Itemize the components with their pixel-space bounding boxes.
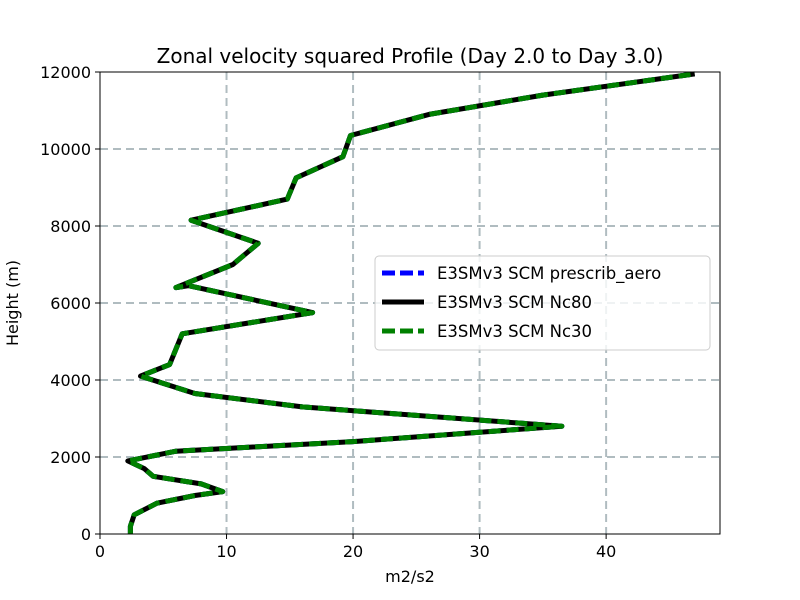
legend: E3SMv3 SCM prescrib_aero E3SMv3 SCM Nc80 E…: [374, 255, 711, 351]
y-tick-label: 12000: [40, 63, 91, 82]
legend-box: [374, 255, 711, 351]
x-tick-label: 0: [95, 542, 105, 561]
series-line-2: [125, 71, 696, 534]
legend-label-0: E3SMv3 SCM prescrib_aero: [437, 264, 661, 284]
legend-label-1: E3SMv3 SCM Nc80: [437, 293, 592, 312]
y-tick-label: 0: [81, 525, 91, 544]
y-tick-label: 6000: [50, 294, 91, 313]
x-tick-label: 40: [596, 542, 616, 561]
series-layer: [125, 71, 696, 534]
x-axis-title: m2/s2: [385, 567, 435, 586]
y-tick-label: 10000: [40, 140, 91, 159]
y-axis-title: Height (m): [3, 260, 22, 346]
x-tick-label: 30: [469, 542, 489, 561]
y-tick-label: 4000: [50, 371, 91, 390]
x-axis: 0 10 20 30 40: [95, 534, 616, 561]
x-tick-label: 10: [216, 542, 236, 561]
grid: [100, 72, 720, 534]
y-tick-label: 2000: [50, 448, 91, 467]
y-axis: 0 2000 4000 6000 8000 10000 12000: [40, 63, 100, 544]
chart-title: Zonal velocity squared Profile (Day 2.0 …: [157, 44, 664, 68]
x-tick-label: 20: [343, 542, 363, 561]
y-tick-label: 8000: [50, 217, 91, 236]
legend-label-2: E3SMv3 SCM Nc30: [437, 322, 592, 341]
